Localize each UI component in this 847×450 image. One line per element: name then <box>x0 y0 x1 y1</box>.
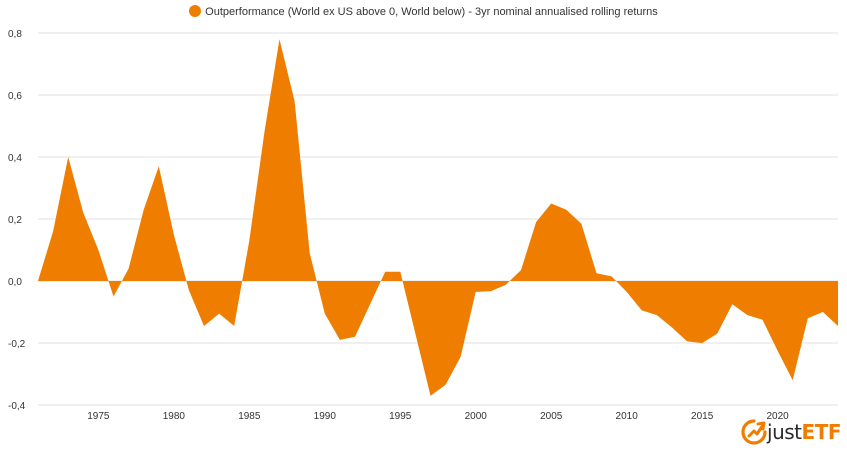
y-tick-label: 0,8 <box>8 29 22 40</box>
justetf-logo: justETF <box>741 418 842 446</box>
legend[interactable]: Outperformance (World ex US above 0, Wor… <box>0 5 847 18</box>
x-tick-label: 1975 <box>87 411 110 422</box>
x-tick-label: 1985 <box>238 411 261 422</box>
x-tick-label: 2020 <box>766 411 789 422</box>
x-tick-label: 2010 <box>616 411 639 422</box>
logo-text: justETF <box>767 420 841 444</box>
series-area <box>38 39 838 396</box>
x-tick-label: 2005 <box>540 411 563 422</box>
legend-marker <box>189 5 202 17</box>
x-tick-label: 1995 <box>389 411 412 422</box>
y-tick-label: 0,2 <box>8 215 22 226</box>
legend-label: Outperformance (World ex US above 0, Wor… <box>205 6 658 18</box>
x-tick-label: 2015 <box>691 411 714 422</box>
x-tick-label: 1990 <box>314 411 337 422</box>
y-tick-label: 0,0 <box>8 277 22 288</box>
y-tick-label: -0,4 <box>8 401 26 412</box>
x-tick-label: 1980 <box>163 411 186 422</box>
y-tick-label: 0,6 <box>8 91 22 102</box>
y-tick-label: 0,4 <box>8 153 22 164</box>
justetf-logo-icon <box>741 419 767 445</box>
x-tick-label: 2000 <box>465 411 488 422</box>
y-tick-label: -0,2 <box>8 339 26 350</box>
